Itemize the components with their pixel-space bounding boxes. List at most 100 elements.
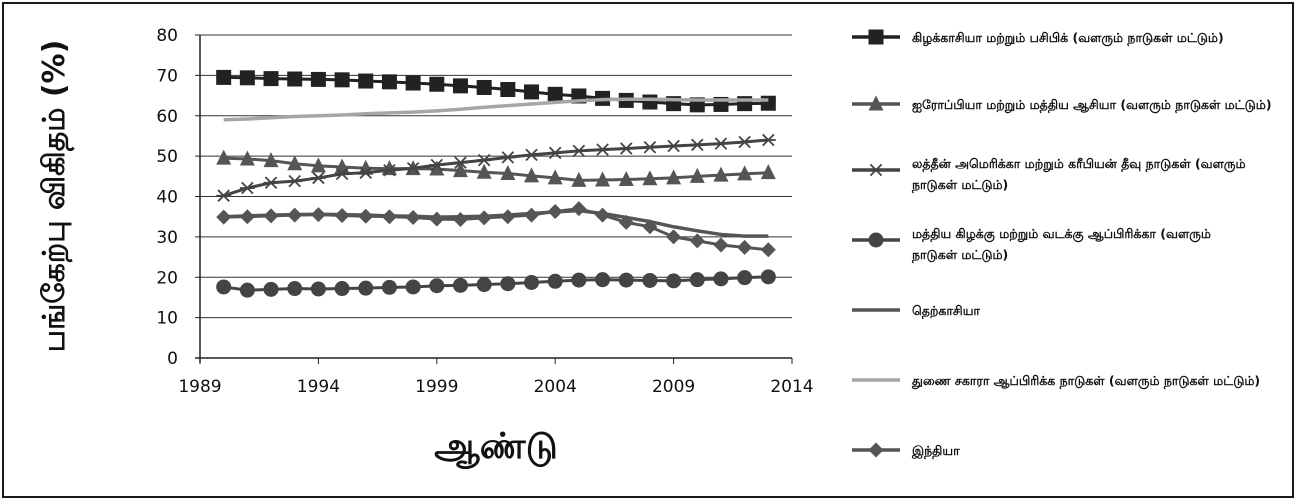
data-point (216, 69, 232, 85)
data-point (452, 78, 468, 94)
data-point (547, 203, 563, 219)
data-point (405, 75, 421, 91)
data-point (500, 209, 516, 225)
data-point-stroke (643, 140, 657, 154)
legend-label-line: மத்திய கிழக்கு மற்றும் வடக்கு ஆப்பிரிக்க… (912, 226, 1212, 242)
data-point (500, 151, 516, 164)
legend-label-line: நாடுகள் மட்டும்) (911, 247, 1008, 263)
data-point (429, 158, 445, 172)
x-tick-label: 2009 (652, 377, 695, 397)
data-point (868, 163, 884, 177)
data-point (476, 153, 492, 167)
legend: கிழக்காசியா மற்றும் பசிபிக் (வளரும் நாடு… (852, 29, 1272, 459)
data-point (868, 95, 884, 111)
x-axis-label: ஆண்டு (434, 426, 557, 469)
data-point (689, 272, 705, 288)
legend-label-line: நாடுகள் மட்டும்) (911, 177, 1008, 193)
data-point-stroke (667, 139, 680, 153)
series-line (223, 138, 769, 198)
data-point (287, 174, 303, 188)
data-point (452, 212, 468, 228)
data-point-stroke (869, 163, 883, 177)
data-point (618, 171, 634, 187)
data-point (666, 169, 682, 185)
data-point (642, 272, 658, 288)
data-point (500, 82, 516, 98)
data-point (287, 207, 303, 223)
data-point (405, 209, 421, 225)
data-point (358, 208, 374, 224)
data-point (547, 146, 563, 160)
data-point (760, 164, 776, 180)
data-point (500, 164, 516, 180)
data-point (689, 167, 705, 183)
legend-label-line: லத்தீன் அமெரிக்கா மற்றும் கரீபியன் தீவு … (912, 156, 1246, 172)
data-point (334, 167, 350, 181)
data-point-stroke (501, 151, 515, 164)
legend-label: இந்தியா (911, 443, 960, 459)
data-point (547, 86, 563, 102)
data-point (760, 269, 776, 285)
data-point (713, 271, 729, 287)
data-point (571, 144, 587, 158)
data-point (666, 273, 682, 289)
data-point-stroke (312, 171, 325, 185)
data-point (452, 277, 468, 293)
legend-item-4: மத்திய கிழக்கு மற்றும் வடக்கு ஆப்பிரிக்க… (852, 226, 1212, 263)
data-point (239, 209, 255, 225)
legend-label: துணை சகாரா ஆப்பிரிக்க நாடுகள் (வளரும் நா… (911, 373, 1260, 389)
data-point (595, 143, 611, 156)
series-7 (216, 201, 776, 258)
legend-item-5: தெற்காசியா (852, 303, 980, 319)
series-6 (223, 97, 769, 122)
data-point (381, 163, 397, 177)
data-point (405, 161, 421, 175)
legend-item-6: துணை சகாரா ஆப்பிரிக்க நாடுகள் (வளரும் நா… (852, 373, 1260, 389)
data-point-stroke (359, 166, 373, 179)
data-point (524, 167, 540, 183)
data-point (713, 237, 729, 253)
data-point-stroke (525, 148, 538, 162)
data-point (760, 242, 776, 258)
data-point (618, 142, 634, 155)
data-point (334, 281, 350, 297)
data-point (429, 278, 445, 294)
x-tick-label: 2014 (770, 377, 813, 397)
data-point (452, 156, 468, 169)
data-point-stroke (738, 135, 751, 149)
data-point (287, 155, 303, 171)
data-point (595, 171, 611, 187)
data-point-stroke (264, 176, 278, 190)
data-point (476, 210, 492, 226)
data-point-stroke (762, 133, 775, 147)
data-point (216, 149, 232, 165)
y-tick-label: 30 (156, 228, 178, 248)
data-point-stroke (477, 153, 491, 167)
data-point (334, 72, 350, 88)
data-point (310, 157, 326, 173)
y-tick-label: 50 (156, 147, 178, 167)
data-point (524, 84, 540, 100)
data-point (689, 138, 705, 152)
data-point-stroke (619, 142, 633, 155)
legend-label: ஐரோப்பியா மற்றும் மத்திய ஆசியா (வளரும் ந… (912, 97, 1272, 113)
y-axis-label: பங்கேற்பு விகிதம் (%) (37, 40, 75, 353)
data-point (737, 135, 753, 149)
data-point (287, 71, 303, 87)
data-point (868, 232, 884, 248)
series-line (223, 275, 769, 292)
x-tick-label: 1989 (178, 377, 221, 397)
data-point (595, 207, 611, 223)
y-tick-label: 20 (156, 268, 178, 288)
data-point (547, 273, 563, 289)
data-point-stroke (241, 181, 254, 195)
data-point (618, 272, 634, 288)
data-point (524, 148, 540, 162)
legend-item-2: ஐரோப்பியா மற்றும் மத்திய ஆசியா (வளரும் ந… (852, 95, 1272, 113)
series-line (223, 97, 769, 122)
data-point-stroke (217, 189, 230, 202)
series-4 (216, 269, 776, 298)
data-point (571, 171, 587, 187)
series-line (223, 156, 769, 182)
data-point-stroke (288, 174, 301, 188)
